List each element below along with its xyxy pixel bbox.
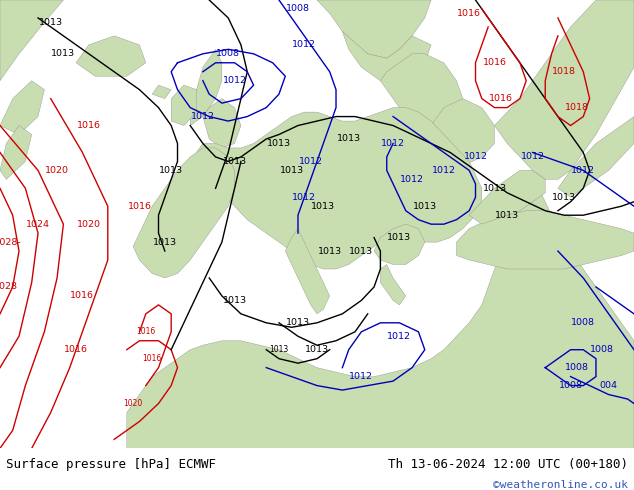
Polygon shape [0, 81, 44, 135]
Text: 1013: 1013 [387, 233, 411, 242]
Text: 1012: 1012 [571, 166, 595, 175]
Polygon shape [431, 98, 495, 166]
Text: 1012: 1012 [432, 166, 456, 175]
Text: -1028-: -1028- [0, 238, 22, 246]
Text: 1013: 1013 [349, 246, 373, 256]
Text: 1020: 1020 [77, 220, 101, 229]
Polygon shape [317, 0, 431, 58]
Polygon shape [380, 265, 406, 305]
Text: 1013: 1013 [153, 238, 177, 246]
Polygon shape [456, 211, 634, 269]
Text: 1013: 1013 [318, 246, 342, 256]
Text: 1013: 1013 [269, 345, 288, 354]
Text: 1013: 1013 [223, 157, 247, 166]
Polygon shape [469, 171, 545, 224]
Text: 1012: 1012 [387, 332, 411, 341]
Text: 1024: 1024 [26, 220, 50, 229]
Polygon shape [190, 49, 222, 125]
Text: 004: 004 [600, 381, 618, 390]
Polygon shape [0, 125, 32, 179]
Polygon shape [558, 117, 634, 197]
Text: 1013: 1013 [51, 49, 75, 58]
Text: 1016: 1016 [64, 345, 88, 354]
Text: 1013: 1013 [482, 184, 507, 193]
Text: 1016: 1016 [70, 292, 94, 300]
Text: 1013: 1013 [159, 166, 183, 175]
Text: 1008: 1008 [216, 49, 240, 58]
Polygon shape [133, 148, 235, 278]
Text: 1013: 1013 [495, 211, 519, 220]
Polygon shape [0, 0, 63, 81]
Text: 1018: 1018 [552, 67, 576, 76]
Polygon shape [171, 85, 197, 125]
Text: 1020: 1020 [124, 399, 143, 408]
Text: 1013: 1013 [280, 166, 304, 175]
Text: Th 13-06-2024 12:00 UTC (00+180): Th 13-06-2024 12:00 UTC (00+180) [387, 458, 628, 471]
Text: 1008: 1008 [590, 345, 614, 354]
Polygon shape [76, 36, 146, 76]
Text: 1020: 1020 [45, 166, 69, 175]
Text: 1018: 1018 [565, 103, 589, 112]
Text: 1008: 1008 [559, 381, 583, 390]
Text: 1012: 1012 [381, 139, 405, 148]
Text: 1016: 1016 [143, 354, 162, 363]
Text: 1012: 1012 [191, 112, 215, 121]
Text: 1013: 1013 [305, 345, 329, 354]
Text: 1012: 1012 [299, 157, 323, 166]
Text: 1013: 1013 [337, 134, 361, 144]
Text: 1008: 1008 [571, 318, 595, 327]
Polygon shape [380, 54, 463, 144]
Text: 1013: 1013 [267, 139, 291, 148]
Text: 1012: 1012 [292, 193, 316, 202]
Text: 1028: 1028 [0, 282, 18, 292]
Text: 1016: 1016 [489, 94, 513, 103]
Text: 1008: 1008 [565, 363, 589, 372]
Polygon shape [495, 0, 634, 179]
Text: 1016: 1016 [77, 121, 101, 130]
Polygon shape [197, 108, 482, 269]
Text: ©weatheronline.co.uk: ©weatheronline.co.uk [493, 480, 628, 490]
Polygon shape [285, 229, 330, 314]
Text: 1016: 1016 [136, 327, 155, 336]
Polygon shape [342, 31, 431, 90]
Polygon shape [374, 224, 425, 265]
Text: Surface pressure [hPa] ECMWF: Surface pressure [hPa] ECMWF [6, 458, 216, 471]
Text: 1012: 1012 [400, 175, 424, 184]
Text: 1013: 1013 [223, 296, 247, 305]
Polygon shape [127, 179, 634, 448]
Text: 1008: 1008 [286, 4, 310, 13]
Text: 1013: 1013 [286, 318, 310, 327]
Text: 1016: 1016 [482, 58, 507, 67]
Text: 1012: 1012 [463, 152, 488, 161]
Text: 1012: 1012 [349, 372, 373, 381]
Text: 1012: 1012 [521, 152, 545, 161]
Text: 1016: 1016 [127, 202, 152, 211]
Text: 1013: 1013 [39, 18, 63, 27]
Polygon shape [152, 85, 171, 98]
Text: 1013: 1013 [413, 202, 437, 211]
Text: 1016: 1016 [457, 9, 481, 18]
Text: 1012: 1012 [223, 76, 247, 85]
Text: 1013: 1013 [552, 193, 576, 202]
Text: 1013: 1013 [311, 202, 335, 211]
Text: 1012: 1012 [292, 40, 316, 49]
Polygon shape [203, 98, 241, 148]
